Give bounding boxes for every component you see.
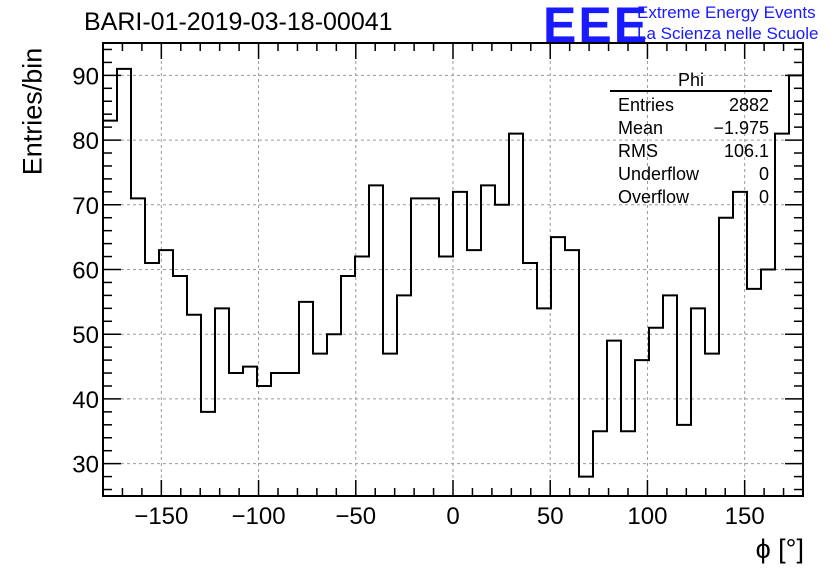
stats-label: Mean xyxy=(618,118,664,138)
histogram-line xyxy=(103,67,803,478)
y-tick-label: 90 xyxy=(72,63,99,90)
stats-label: Overflow xyxy=(618,187,690,207)
x-axis-label: ϕ [°] xyxy=(755,534,804,564)
stats-label: RMS xyxy=(618,141,658,161)
x-tick-label: 100 xyxy=(627,503,667,530)
brand-line-1: Extreme Energy Events xyxy=(637,3,816,22)
tick-labels: −150 −100 −50 0 50 100 150 30 40 50 60 70 80 90 xyxy=(72,63,764,530)
stats-name: Phi xyxy=(610,70,772,92)
y-tick-label: 40 xyxy=(72,387,99,414)
x-tick-label: −100 xyxy=(232,503,286,530)
eee-logo: EEE xyxy=(543,0,650,53)
x-tick-label: −150 xyxy=(134,503,188,530)
stats-row-overflow: Overflow 0 xyxy=(610,186,772,209)
stats-row-rms: RMS 106.1 xyxy=(610,140,772,163)
grid-lines xyxy=(103,43,803,496)
stats-value: −1.975 xyxy=(713,118,769,138)
stats-value: 2882 xyxy=(728,95,769,115)
stats-row-underflow: Underflow 0 xyxy=(610,163,772,186)
y-tick-label: 80 xyxy=(72,128,99,155)
x-tick-label: 50 xyxy=(537,503,564,530)
tick-marks xyxy=(102,43,804,496)
stats-value: 0 xyxy=(758,187,769,207)
y-tick-label: 70 xyxy=(72,193,99,220)
y-tick-label: 60 xyxy=(72,258,99,285)
y-tick-label: 30 xyxy=(72,452,99,479)
y-tick-label: 50 xyxy=(72,322,99,349)
stats-row-entries: Entries 2882 xyxy=(610,94,772,117)
stats-box: Phi Entries 2882 Mean −1.975 RMS 106.1 U… xyxy=(610,70,772,209)
x-tick-label: 0 xyxy=(446,503,459,530)
brand-line-2: La Scienza nelle Scuole xyxy=(637,24,819,43)
stats-value: 106.1 xyxy=(723,141,769,161)
x-tick-label: 150 xyxy=(725,503,765,530)
stats-label: Underflow xyxy=(618,164,700,184)
plot-title: BARI-01-2019-03-18-00041 xyxy=(84,8,393,36)
x-tick-label: −50 xyxy=(335,503,376,530)
stats-label: Entries xyxy=(618,95,675,115)
stats-row-mean: Mean −1.975 xyxy=(610,117,772,140)
stats-value: 0 xyxy=(758,164,769,184)
